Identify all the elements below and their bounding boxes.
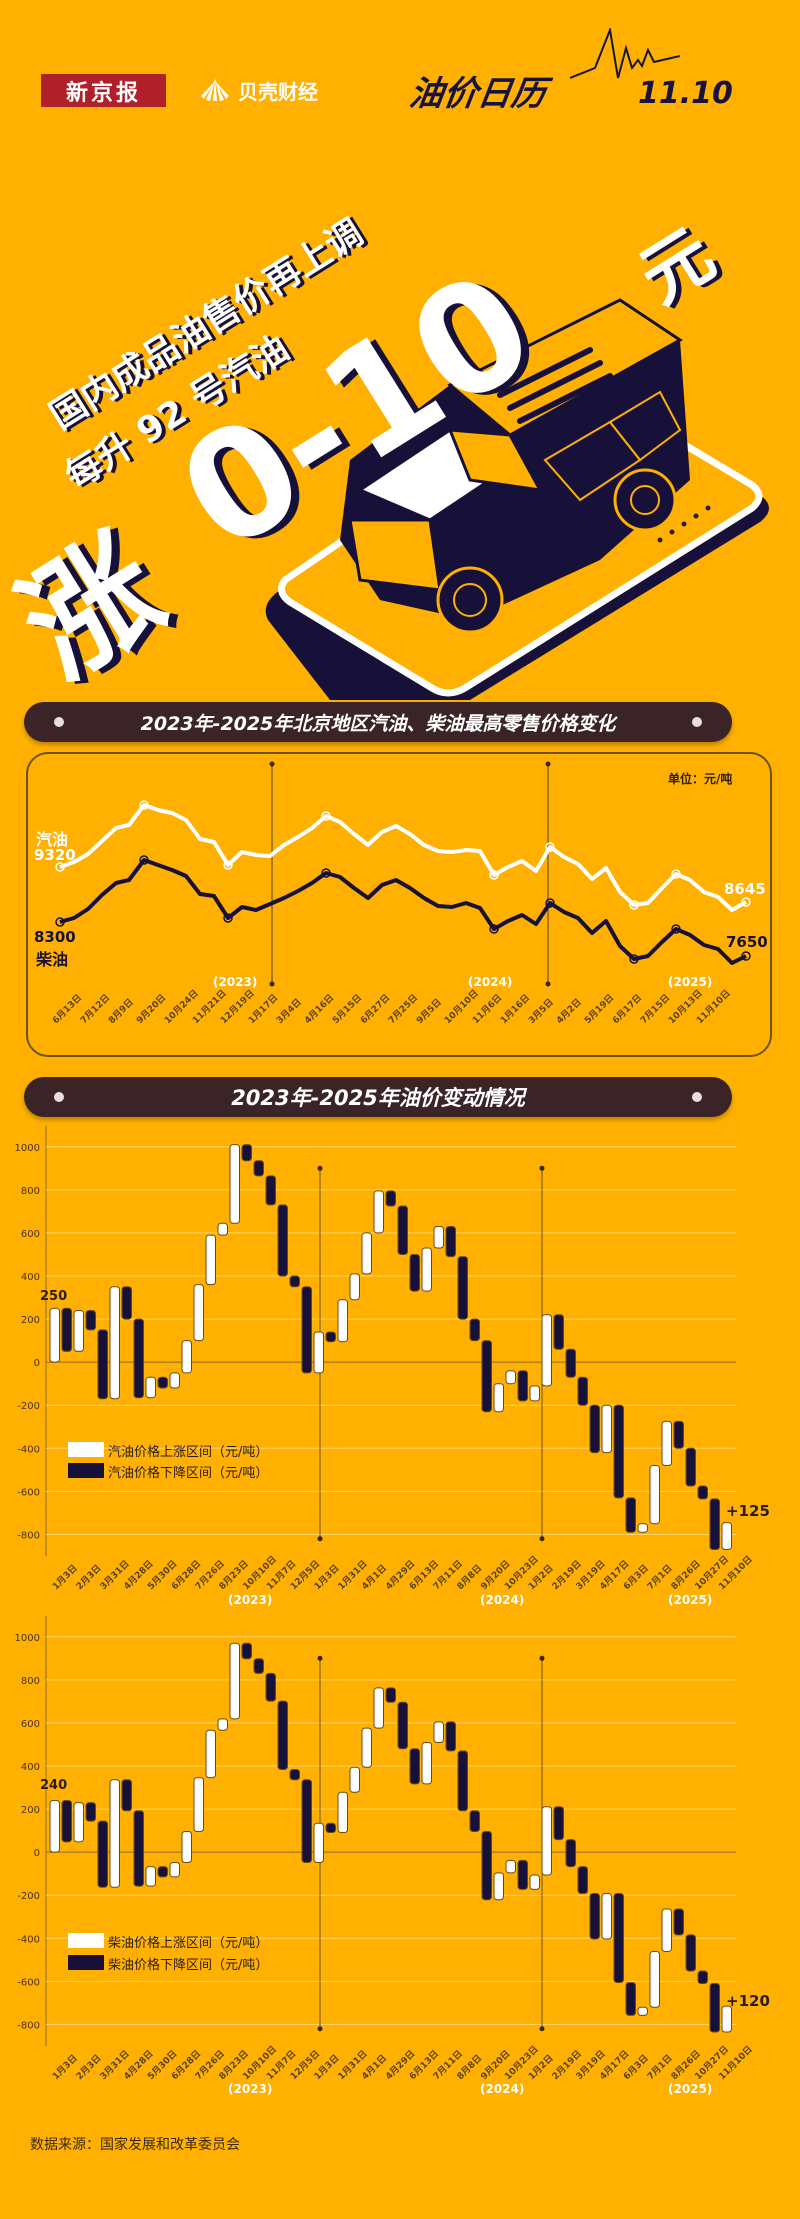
svg-text:4月16日: 4月16日 bbox=[302, 992, 336, 1026]
data-source: 数据来源：国家发展和改革委员会 bbox=[30, 2137, 240, 2153]
svg-text:1000: 1000 bbox=[15, 1143, 40, 1154]
legend-swatch-down bbox=[68, 1955, 104, 1970]
bullet-dot bbox=[692, 717, 702, 727]
svg-text:9月20日: 9月20日 bbox=[134, 992, 168, 1026]
svg-text:-600: -600 bbox=[17, 1487, 40, 1498]
svg-text:1月16日: 1月16日 bbox=[498, 992, 532, 1026]
gas-year-2025: (2025) bbox=[668, 1593, 713, 1607]
xinjingbao-logo: 新京报 bbox=[41, 74, 166, 107]
svg-text:-200: -200 bbox=[17, 1891, 40, 1902]
hero-rise-char: 涨 bbox=[0, 508, 187, 700]
year-label-2025: (2025) bbox=[668, 975, 713, 989]
svg-text:6月13日: 6月13日 bbox=[50, 992, 84, 1026]
hero-illustration: 国内成品油售价再上调 国内成品油售价再上调 每升 92 号汽油 每升 92 号汽… bbox=[0, 212, 769, 700]
svg-text:-200: -200 bbox=[17, 1401, 40, 1412]
svg-text:0: 0 bbox=[34, 1358, 40, 1369]
section-title-price-trend: 2023年-2025年北京地区汽油、柴油最高零售价格变化 bbox=[24, 702, 732, 742]
legend-diesel-down: 柴油价格下降区间（元/吨） bbox=[108, 1958, 269, 1973]
svg-text:-600: -600 bbox=[17, 1977, 40, 1988]
gas-year-2023: (2023) bbox=[228, 1593, 273, 1607]
shell-icon bbox=[201, 77, 229, 101]
svg-text:400: 400 bbox=[21, 1762, 40, 1773]
svg-text:6月17日: 6月17日 bbox=[610, 992, 644, 1026]
legend-gas-up: 汽油价格上涨区间（元/吨） bbox=[108, 1445, 269, 1460]
beike-logo: 贝壳财经 bbox=[198, 72, 318, 108]
legend-swatch-up bbox=[68, 1442, 104, 1457]
gas-end-label: +125 bbox=[726, 1502, 770, 1520]
bullet-dot bbox=[54, 1092, 64, 1102]
diesel-year-2024: (2024) bbox=[480, 2082, 525, 2096]
svg-text:5月19日: 5月19日 bbox=[582, 992, 616, 1026]
year-label-2024: (2024) bbox=[468, 975, 513, 989]
svg-text:7月25日: 7月25日 bbox=[386, 992, 420, 1026]
svg-text:0: 0 bbox=[34, 1848, 40, 1859]
diesel-start-label: 240 bbox=[40, 1778, 68, 1793]
legend-swatch-down bbox=[68, 1463, 104, 1478]
svg-text:7月12日: 7月12日 bbox=[78, 992, 112, 1026]
svg-text:5月15日: 5月15日 bbox=[330, 992, 364, 1026]
bullet-dot bbox=[54, 717, 64, 727]
svg-text:7月15日: 7月15日 bbox=[638, 992, 672, 1026]
gas-label: 汽油 bbox=[36, 830, 69, 849]
svg-text:800: 800 bbox=[21, 1186, 40, 1197]
svg-text:600: 600 bbox=[21, 1719, 40, 1730]
gas-end-value: 8645 bbox=[724, 880, 766, 898]
diesel-year-2023: (2023) bbox=[228, 2082, 273, 2096]
svg-text:-800: -800 bbox=[17, 2020, 40, 2031]
line-chart-frame bbox=[26, 752, 772, 1057]
svg-text:-400: -400 bbox=[17, 1444, 40, 1455]
svg-text:200: 200 bbox=[21, 1805, 40, 1816]
diesel-end-label: +120 bbox=[726, 1992, 770, 2010]
gas-start-label: 250 bbox=[40, 1289, 68, 1304]
svg-text:4月2日: 4月2日 bbox=[554, 997, 583, 1026]
bullet-dot bbox=[692, 1092, 702, 1102]
calendar-title: 油价日历 bbox=[406, 74, 549, 114]
svg-text:-800: -800 bbox=[17, 1530, 40, 1541]
svg-text:800: 800 bbox=[21, 1676, 40, 1687]
svg-text:200: 200 bbox=[21, 1315, 40, 1326]
suv-car-illustration bbox=[340, 298, 690, 634]
calendar-date: 11.10 bbox=[638, 76, 733, 111]
diesel-price-range-chart: -800-600-400-200020040060080010001月3日2月3… bbox=[15, 1616, 755, 2080]
diesel-year-2025: (2025) bbox=[668, 2082, 713, 2096]
gas-year-2024: (2024) bbox=[480, 1593, 525, 1607]
svg-text:6月27日: 6月27日 bbox=[358, 992, 392, 1026]
legend-gas-down: 汽油价格下降区间（元/吨） bbox=[108, 1466, 269, 1481]
legend-diesel-up: 柴油价格上涨区间（元/吨） bbox=[108, 1936, 269, 1951]
gas-price-range-chart: -800-600-400-200020040060080010001月3日2月3… bbox=[15, 1126, 755, 1590]
line-chart-unit: 单位：元/吨 bbox=[668, 772, 733, 786]
year-label-2023: (2023) bbox=[213, 975, 258, 989]
svg-text:1000: 1000 bbox=[15, 1633, 40, 1644]
diesel-end-value: 7650 bbox=[726, 933, 768, 951]
gas-start-value: 9320 bbox=[34, 846, 76, 864]
svg-text:-400: -400 bbox=[17, 1934, 40, 1945]
svg-text:400: 400 bbox=[21, 1272, 40, 1283]
diesel-label: 柴油 bbox=[36, 950, 69, 969]
diesel-start-value: 8300 bbox=[34, 928, 76, 946]
heartbeat-line-icon bbox=[570, 28, 680, 79]
beike-logo-text: 贝壳财经 bbox=[238, 79, 318, 104]
svg-text:600: 600 bbox=[21, 1229, 40, 1240]
section-title-price-change: 2023年-2025年油价变动情况 bbox=[24, 1077, 732, 1117]
hero-unit: 元 bbox=[626, 213, 729, 320]
legend-swatch-up bbox=[68, 1933, 104, 1948]
